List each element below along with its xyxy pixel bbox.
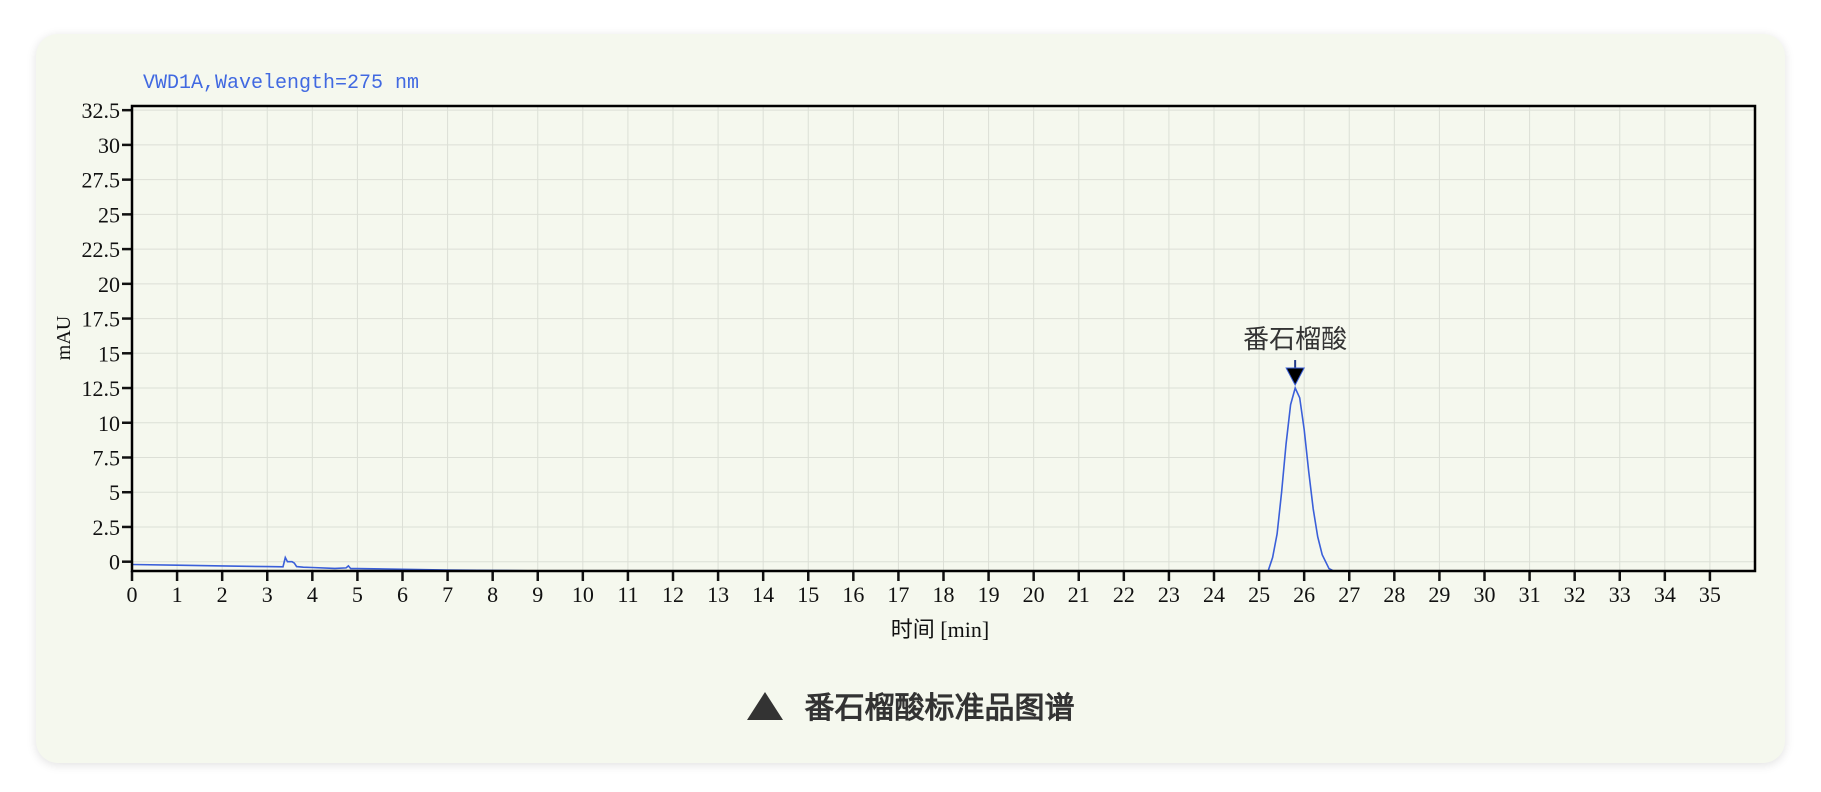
- y-tick-label: 17.5: [82, 307, 121, 332]
- y-tick-label: 7.5: [93, 445, 121, 470]
- x-tick-label: 4: [307, 582, 318, 607]
- x-tick-label: 5: [352, 582, 363, 607]
- y-tick-label: 27.5: [82, 168, 121, 193]
- x-tick-label: 31: [1519, 582, 1541, 607]
- x-tick-label: 25: [1248, 582, 1270, 607]
- x-tick-label: 3: [262, 582, 273, 607]
- caption-text: 番石榴酸标准品图谱: [804, 691, 1075, 726]
- x-tick-label: 16: [842, 582, 864, 607]
- x-tick-label: 15: [797, 582, 819, 607]
- annotations: 番石榴酸: [1243, 325, 1347, 387]
- x-tick-label: 7: [442, 582, 453, 607]
- x-tick-label: 20: [1023, 582, 1045, 607]
- x-tick-label: 2: [217, 582, 228, 607]
- x-tick-label: 26: [1293, 582, 1315, 607]
- x-tick-label: 32: [1564, 582, 1586, 607]
- axis-ticks: 0 1 2 3 4 5 6 7 8 9 10 11 12 13 14 15 16 17 18 19 20 21 22 23 24…: [82, 98, 1721, 607]
- x-tick-label: 34: [1654, 582, 1676, 607]
- x-tick-label: 8: [487, 582, 498, 607]
- x-tick-label: 29: [1428, 582, 1450, 607]
- y-tick-label: 5: [109, 480, 120, 505]
- x-tick-label: 35: [1699, 582, 1721, 607]
- x-tick-label: 0: [127, 582, 138, 607]
- chart-card: [36, 34, 1785, 763]
- x-tick-label: 6: [397, 582, 408, 607]
- x-tick-label: 27: [1338, 582, 1360, 607]
- x-tick-label: 11: [617, 582, 638, 607]
- x-tick-label: 17: [887, 582, 909, 607]
- x-tick-label: 30: [1474, 582, 1496, 607]
- x-tick-label: 23: [1158, 582, 1180, 607]
- x-tick-label: 19: [978, 582, 1000, 607]
- x-tick-label: 24: [1203, 582, 1225, 607]
- x-tick-label: 28: [1383, 582, 1405, 607]
- y-tick-label: 22.5: [82, 237, 121, 262]
- x-tick-label: 14: [752, 582, 774, 607]
- figure-caption: 番石榴酸标准品图谱: [0, 683, 1821, 727]
- x-tick-label: 13: [707, 582, 729, 607]
- x-tick-label: 33: [1609, 582, 1631, 607]
- y-tick-label: 10: [98, 411, 120, 436]
- x-tick-label: 22: [1113, 582, 1135, 607]
- x-tick-label: 21: [1068, 582, 1090, 607]
- y-axis-label: mAU: [53, 315, 75, 360]
- y-tick-label: 15: [98, 341, 120, 366]
- triangle-up-icon: [746, 692, 783, 720]
- grid: [131, 106, 1755, 571]
- chart-title: VWD1A,Wavelength=275 nm: [143, 72, 419, 95]
- y-tick-label: 30: [98, 133, 120, 158]
- y-tick-label: 20: [98, 272, 120, 297]
- x-tick-label: 10: [572, 582, 594, 607]
- x-tick-label: 1: [172, 582, 183, 607]
- plot-frame: [130, 104, 1757, 573]
- peak-marker-triangle-icon: [1285, 367, 1305, 387]
- x-tick-label: 18: [933, 582, 955, 607]
- x-tick-label: 12: [662, 582, 684, 607]
- y-tick-label: 0: [109, 550, 120, 575]
- y-tick-label: 32.5: [82, 98, 121, 123]
- x-axis-label: 时间 [min]: [891, 617, 989, 642]
- y-tick-label: 25: [98, 202, 120, 227]
- y-tick-label: 2.5: [93, 515, 121, 540]
- peak-label: 番石榴酸: [1243, 325, 1347, 355]
- x-tick-label: 9: [532, 582, 543, 607]
- y-tick-label: 12.5: [82, 376, 121, 401]
